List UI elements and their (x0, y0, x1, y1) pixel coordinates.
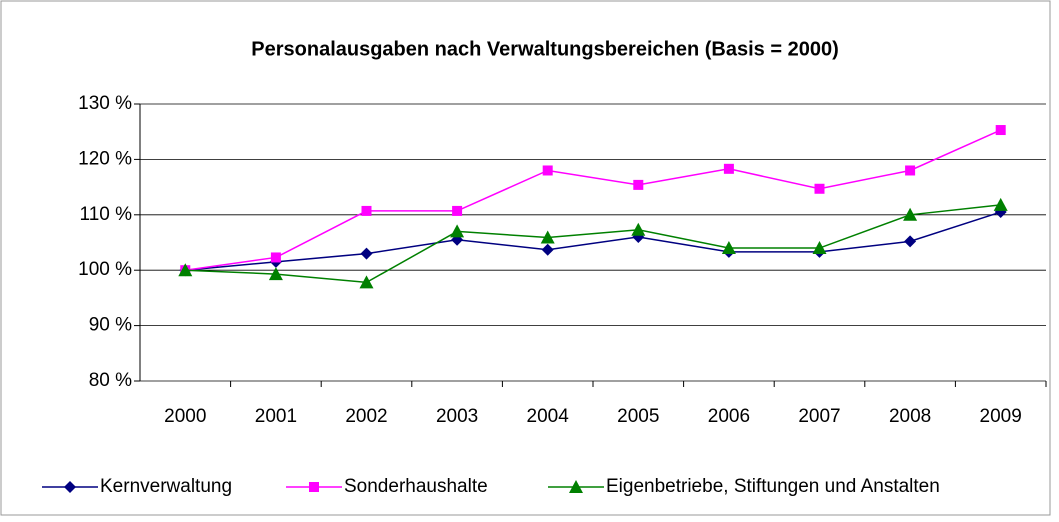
marker (268, 267, 283, 281)
marker (903, 207, 918, 221)
x-tick-label: 2006 (708, 406, 750, 427)
x-tick-label: 2004 (527, 406, 570, 427)
marker (995, 125, 1006, 136)
x-tick-label: 2008 (889, 406, 931, 427)
y-tick-label: 110 % (80, 204, 133, 225)
legend-label: Eigenbetriebe, Stiftungen und Anstalten (606, 476, 940, 497)
series-line (185, 204, 1001, 284)
y-tick-label: 120 % (78, 148, 132, 169)
marker (450, 224, 465, 238)
legend-label: Kernverwaltung (100, 476, 232, 497)
marker (540, 230, 555, 244)
marker (64, 481, 76, 493)
y-tick-label: 100 % (78, 259, 132, 280)
marker (178, 263, 193, 277)
marker (569, 480, 583, 493)
marker (452, 205, 463, 216)
marker (814, 183, 825, 194)
marker (309, 482, 319, 492)
marker (361, 205, 372, 216)
marker (631, 222, 646, 236)
x-tick-label: 2007 (798, 406, 840, 427)
y-tick-label: 80 % (89, 370, 132, 391)
x-tick-label: 2001 (255, 406, 297, 427)
series-line (185, 129, 1002, 271)
marker (542, 165, 553, 176)
chart-title: Personalausgaben nach Verwaltungsbereich… (251, 38, 838, 60)
x-tick-label: 2005 (617, 406, 659, 427)
series-line (185, 211, 1001, 271)
marker (360, 247, 373, 260)
x-tick-label: 2003 (436, 406, 478, 427)
marker (723, 163, 734, 174)
marker (633, 179, 644, 190)
x-tick-label: 2002 (345, 406, 387, 427)
marker (993, 197, 1008, 211)
marker (721, 241, 736, 255)
marker (359, 275, 374, 289)
legend-label: Sonderhaushalte (344, 476, 488, 497)
marker (905, 165, 916, 176)
marker (904, 235, 917, 248)
y-tick-label: 130 % (78, 93, 132, 114)
marker (541, 243, 554, 256)
marker (812, 241, 827, 255)
marker (270, 252, 281, 263)
x-tick-label: 2009 (980, 406, 1022, 427)
x-tick-label: 2000 (164, 406, 206, 427)
y-tick-label: 90 % (89, 315, 132, 336)
